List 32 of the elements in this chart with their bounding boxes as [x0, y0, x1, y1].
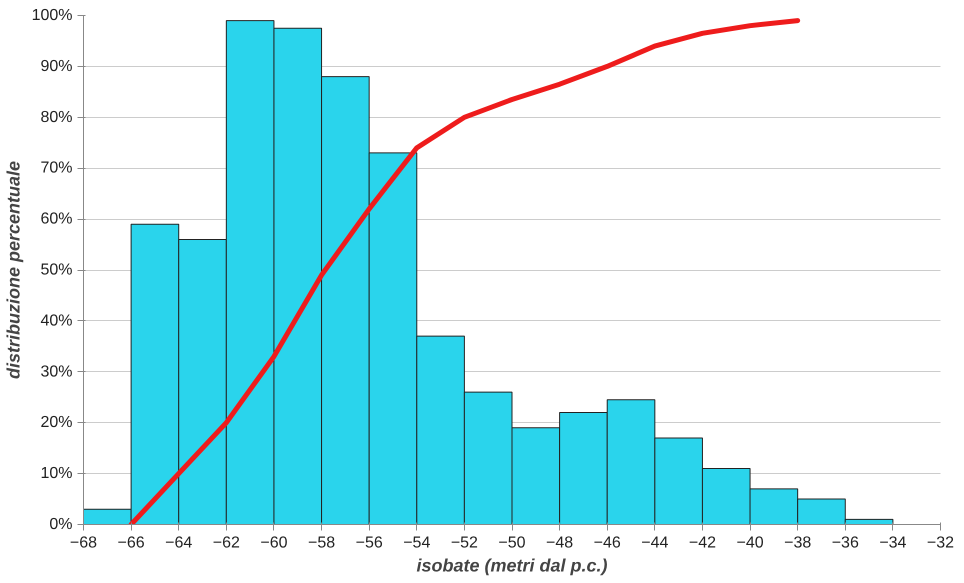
x-tick-label: −36 — [832, 534, 859, 552]
x-tick-label: −40 — [736, 534, 764, 552]
x-tick-label: −68 — [70, 534, 98, 552]
x-tick-label: −66 — [118, 534, 145, 552]
y-tick-label: 20% — [40, 414, 73, 432]
y-tick-label: 70% — [40, 160, 73, 177]
x-tick-label: −58 — [308, 534, 336, 552]
y-tick-label: 80% — [40, 108, 73, 126]
x-tick-label: −64 — [165, 534, 192, 552]
x-tick-label: −46 — [594, 534, 621, 552]
x-tick-label: −52 — [450, 534, 478, 552]
x-tick-label: −32 — [926, 534, 954, 552]
x-tick-label: −54 — [403, 534, 430, 552]
x-axis-title: isobate (metri dal p.c.) — [416, 556, 608, 576]
x-tick-label: −48 — [546, 534, 574, 552]
x-tick-label: −60 — [260, 534, 288, 552]
x-tick-label: −42 — [688, 534, 716, 552]
y-axis-title: distribuzione percentuale — [4, 160, 24, 380]
x-tick-label: −44 — [641, 534, 669, 552]
x-tick-label: −34 — [879, 534, 907, 552]
x-tick-label: −56 — [356, 534, 383, 552]
y-tick-label: 60% — [40, 210, 73, 228]
y-tick-label: 0% — [49, 516, 72, 533]
y-tick-label: 90% — [40, 58, 73, 75]
y-tick-label: 40% — [40, 312, 73, 330]
y-tick-label: 10% — [40, 465, 73, 482]
y-tick-label: 100% — [32, 7, 72, 24]
x-tick-label: −50 — [498, 534, 526, 552]
x-tick-label: −62 — [212, 534, 240, 552]
y-tick-label: 30% — [40, 363, 73, 380]
y-tick-label: 50% — [40, 262, 73, 278]
x-tick-label: −38 — [784, 534, 812, 552]
